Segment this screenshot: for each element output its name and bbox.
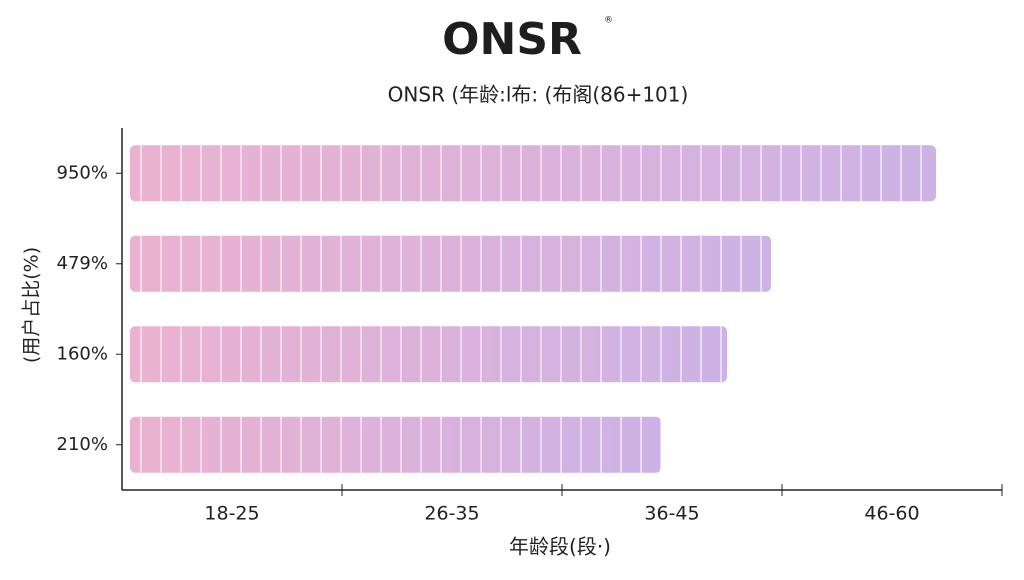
y-tick-label: 950% <box>57 162 108 183</box>
x-tick-label: 46-60 <box>864 503 919 525</box>
y-tick-label: 160% <box>57 343 108 364</box>
y-axis-label: (用户占比(%) <box>21 247 43 363</box>
bar-segments <box>130 235 771 292</box>
y-tick-label: 479% <box>57 253 108 274</box>
bar-segments <box>130 326 727 383</box>
chart-title: ONSR <box>442 14 582 65</box>
chart-subtitle: ONSR (年龄:l布: (布阁(86+101) <box>388 83 689 107</box>
title-mark: ® <box>604 16 613 26</box>
x-tick-label: 18-25 <box>204 503 259 525</box>
x-tick-label: 26-35 <box>424 503 479 525</box>
bar-segments <box>130 416 661 473</box>
x-axis-label: 年龄段(段·) <box>509 535 611 559</box>
bar-segments <box>130 145 936 202</box>
x-tick-label: 36-45 <box>644 503 699 525</box>
y-tick-label: 210% <box>57 434 108 455</box>
